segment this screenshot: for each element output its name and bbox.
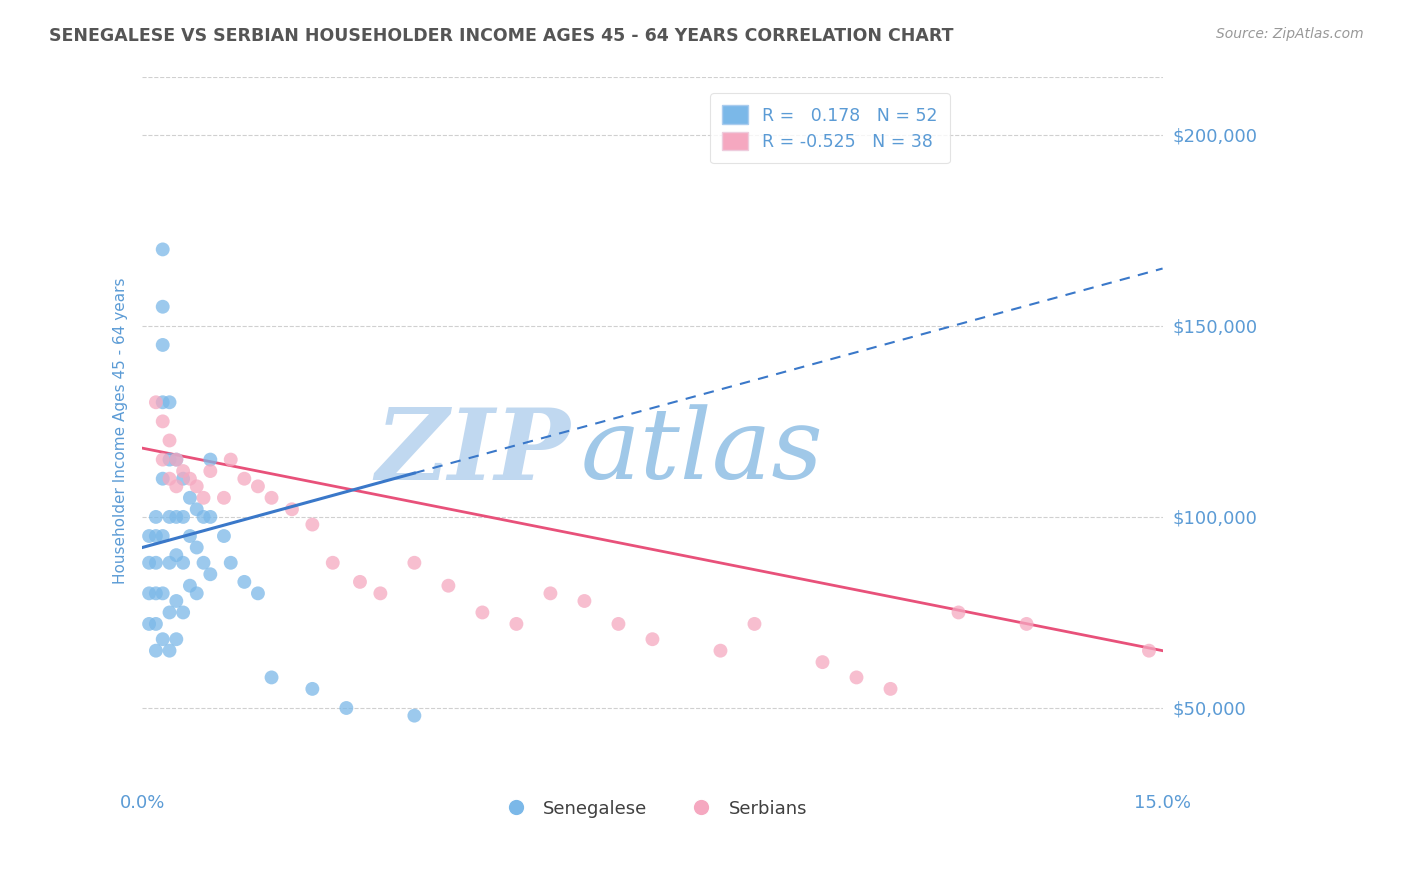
Point — [193, 556, 215, 570]
Point — [641, 632, 664, 647]
Point — [165, 479, 187, 493]
Point — [152, 632, 174, 647]
Point — [233, 472, 256, 486]
Point — [574, 594, 596, 608]
Point — [200, 567, 222, 582]
Point — [152, 529, 174, 543]
Point — [186, 541, 208, 555]
Legend: Senegalese, Serbians: Senegalese, Serbians — [491, 792, 814, 825]
Point — [437, 579, 460, 593]
Point — [179, 579, 201, 593]
Point — [179, 472, 201, 486]
Y-axis label: Householder Income Ages 45 - 64 years: Householder Income Ages 45 - 64 years — [114, 277, 128, 584]
Point — [538, 586, 561, 600]
Point — [152, 300, 174, 314]
Point — [200, 510, 222, 524]
Point — [335, 701, 357, 715]
Point — [165, 452, 187, 467]
Point — [370, 586, 392, 600]
Point — [471, 606, 494, 620]
Point — [172, 510, 194, 524]
Point — [260, 670, 283, 684]
Point — [159, 472, 181, 486]
Point — [138, 529, 160, 543]
Point — [159, 510, 181, 524]
Point — [281, 502, 304, 516]
Point — [145, 556, 167, 570]
Point — [145, 510, 167, 524]
Point — [193, 510, 215, 524]
Point — [145, 616, 167, 631]
Point — [186, 586, 208, 600]
Point — [159, 434, 181, 448]
Point — [811, 655, 834, 669]
Point — [159, 452, 181, 467]
Point — [301, 681, 323, 696]
Point — [165, 548, 187, 562]
Text: ZIP: ZIP — [375, 404, 571, 500]
Point — [172, 464, 194, 478]
Text: atlas: atlas — [581, 404, 824, 500]
Point — [744, 616, 766, 631]
Point — [179, 491, 201, 505]
Point — [349, 574, 371, 589]
Point — [152, 452, 174, 467]
Point — [246, 586, 269, 600]
Point — [152, 395, 174, 409]
Point — [404, 708, 426, 723]
Point — [233, 574, 256, 589]
Point — [212, 491, 235, 505]
Point — [152, 414, 174, 428]
Point — [145, 529, 167, 543]
Point — [179, 529, 201, 543]
Point — [159, 556, 181, 570]
Point — [219, 452, 242, 467]
Point — [219, 556, 242, 570]
Point — [879, 681, 901, 696]
Point — [212, 529, 235, 543]
Point — [301, 517, 323, 532]
Point — [845, 670, 868, 684]
Point — [145, 643, 167, 657]
Point — [165, 510, 187, 524]
Text: Source: ZipAtlas.com: Source: ZipAtlas.com — [1216, 27, 1364, 41]
Point — [200, 452, 222, 467]
Point — [152, 338, 174, 352]
Point — [322, 556, 344, 570]
Point — [165, 632, 187, 647]
Point — [152, 586, 174, 600]
Point — [948, 606, 970, 620]
Point — [246, 479, 269, 493]
Point — [152, 243, 174, 257]
Point — [152, 472, 174, 486]
Point — [186, 502, 208, 516]
Point — [200, 464, 222, 478]
Point — [1137, 643, 1160, 657]
Point — [172, 606, 194, 620]
Point — [186, 479, 208, 493]
Point — [165, 594, 187, 608]
Point — [404, 556, 426, 570]
Point — [709, 643, 731, 657]
Point — [260, 491, 283, 505]
Point — [145, 586, 167, 600]
Point — [159, 395, 181, 409]
Point — [172, 472, 194, 486]
Point — [193, 491, 215, 505]
Point — [138, 556, 160, 570]
Point — [505, 616, 527, 631]
Point — [159, 643, 181, 657]
Point — [145, 395, 167, 409]
Point — [159, 606, 181, 620]
Point — [1015, 616, 1038, 631]
Point — [138, 616, 160, 631]
Point — [165, 452, 187, 467]
Point — [607, 616, 630, 631]
Text: SENEGALESE VS SERBIAN HOUSEHOLDER INCOME AGES 45 - 64 YEARS CORRELATION CHART: SENEGALESE VS SERBIAN HOUSEHOLDER INCOME… — [49, 27, 953, 45]
Point — [172, 556, 194, 570]
Point — [138, 586, 160, 600]
